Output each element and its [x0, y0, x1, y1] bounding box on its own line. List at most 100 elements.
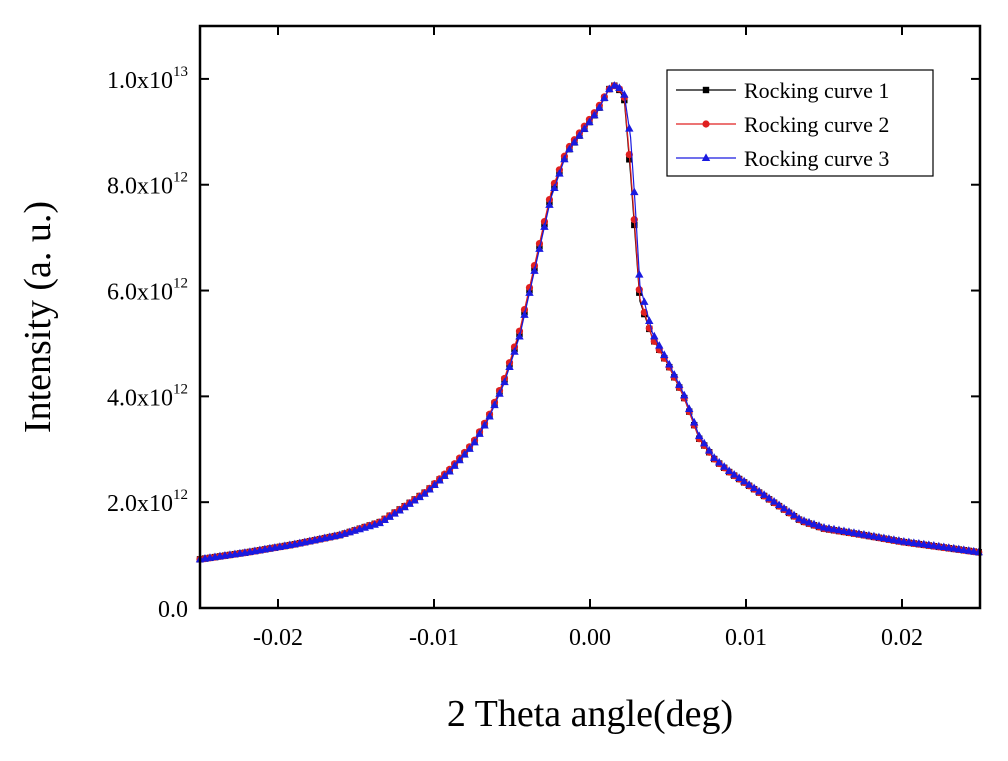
data-point	[834, 525, 844, 534]
data-point	[769, 497, 779, 505]
data-point	[774, 500, 784, 509]
data-point	[510, 347, 519, 355]
data-point	[784, 507, 794, 515]
data-point	[824, 523, 834, 532]
data-point	[929, 541, 939, 549]
data-point	[675, 380, 684, 388]
x-tick-label: 0.02	[881, 625, 923, 651]
data-point	[670, 370, 679, 378]
data-point	[405, 499, 414, 507]
y-tick-label: 2.0x1012	[107, 487, 188, 517]
data-point	[909, 538, 919, 546]
data-point	[535, 244, 544, 252]
data-point	[645, 316, 654, 324]
data-point	[879, 533, 889, 542]
data-point	[849, 528, 859, 536]
data-point	[889, 535, 899, 543]
y-tick-label: 0.0	[158, 597, 188, 623]
data-point	[739, 476, 749, 485]
data-point	[699, 438, 709, 447]
y-tick-mantissa: 0.0	[158, 597, 188, 623]
y-tick-mantissa: 1.0x10	[107, 68, 173, 94]
data-point	[540, 222, 549, 230]
y-axis: 0.02.0x10124.0x10126.0x10128.0x10121.0x1…	[107, 64, 980, 623]
data-point	[779, 503, 789, 512]
data-point	[490, 400, 499, 409]
data-point	[475, 429, 484, 437]
data-point	[754, 486, 764, 495]
data-point	[570, 137, 579, 146]
data-point	[545, 200, 554, 208]
data-point	[660, 350, 669, 358]
data-point	[680, 390, 689, 399]
data-point	[969, 546, 978, 555]
data-point	[804, 517, 814, 526]
data-point	[425, 484, 434, 493]
data-point	[440, 471, 449, 480]
x-tick-label: -0.01	[409, 625, 459, 651]
data-point	[445, 466, 454, 475]
data-point	[874, 532, 884, 541]
y-tick-label: 6.0x1012	[107, 276, 188, 306]
data-point	[530, 266, 539, 274]
data-point	[430, 480, 439, 489]
data-point	[620, 90, 629, 98]
legend-label: Rocking curve 1	[744, 78, 889, 103]
data-point	[605, 84, 614, 93]
data-point	[934, 541, 944, 550]
data-point	[924, 540, 934, 548]
x-axis-title: 2 Theta angle(deg)	[447, 693, 733, 735]
series-3	[195, 81, 983, 563]
y-tick-label: 8.0x1012	[107, 170, 188, 200]
y-tick-exponent: 13	[173, 64, 188, 80]
data-point	[500, 377, 509, 386]
data-point	[844, 527, 854, 535]
data-point	[854, 529, 864, 537]
y-tick-mantissa: 2.0x10	[107, 491, 173, 517]
data-point	[390, 509, 399, 517]
data-point	[789, 510, 799, 519]
data-point	[630, 187, 639, 196]
data-point	[560, 154, 569, 163]
data-point	[415, 492, 424, 501]
data-point	[655, 341, 664, 349]
data-point	[435, 475, 444, 484]
data-point	[695, 431, 704, 440]
data-point	[575, 131, 584, 139]
data-point	[764, 493, 774, 502]
data-point	[375, 518, 384, 527]
data-point	[859, 530, 869, 538]
data-point	[944, 543, 953, 551]
x-axis: -0.02 -0.01 0.00 0.01 0.02	[253, 26, 923, 651]
data-point	[749, 483, 759, 492]
data-point	[794, 513, 804, 522]
data-point	[814, 521, 824, 529]
data-point	[949, 543, 958, 552]
y-tick-mantissa: 4.0x10	[107, 385, 173, 411]
data-point	[709, 453, 719, 461]
y-axis-title: Intensity (a. u.)	[17, 201, 59, 433]
data-point	[590, 110, 599, 119]
data-point	[460, 449, 469, 458]
data-point	[615, 83, 624, 92]
x-tick-label: -0.02	[253, 625, 303, 651]
data-point	[465, 444, 474, 452]
legend-marker	[702, 86, 710, 94]
data-point	[869, 531, 879, 540]
data-point	[580, 124, 589, 132]
data-point	[400, 502, 409, 511]
data-point	[809, 519, 819, 528]
data-point	[640, 297, 649, 305]
data-point	[455, 455, 464, 464]
series-layer	[195, 81, 983, 563]
data-point	[959, 545, 968, 554]
data-point	[899, 536, 909, 545]
x-tick-label: 0.00	[569, 625, 611, 651]
data-point	[625, 124, 634, 132]
data-point	[450, 461, 459, 469]
data-point	[600, 93, 609, 101]
data-point	[724, 466, 734, 474]
data-point	[864, 530, 874, 539]
data-point	[884, 534, 894, 543]
